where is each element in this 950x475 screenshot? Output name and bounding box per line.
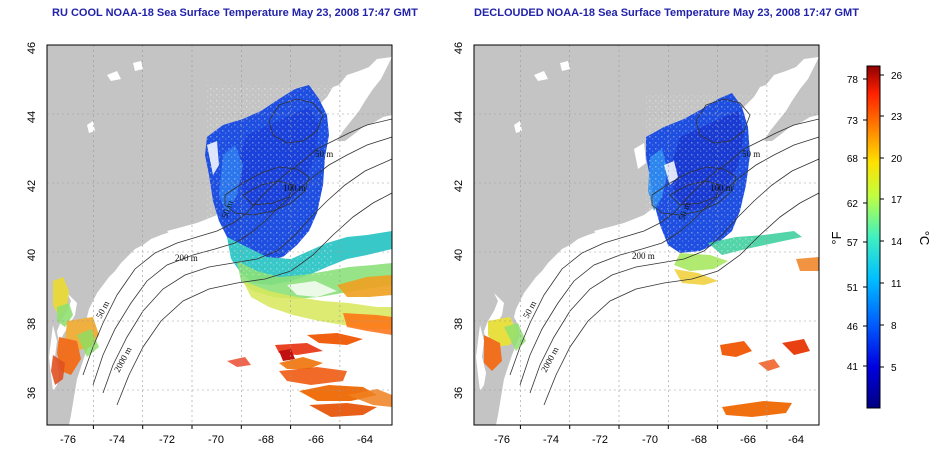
left-y-axis: 46 44 42 40 38 36 [26,42,38,399]
contour-label-200m: 200 m [175,253,198,263]
right-sst-field [484,93,819,417]
celsius-tick-label: 14 [891,237,903,248]
contour-label-100m: 100 m [283,183,306,193]
celsius-tick-label: 11 [891,279,902,290]
fahrenheit-tick-label: 78 [847,75,859,86]
y-tick-label: 44 [26,111,38,123]
y-tick-label: 38 [26,318,38,330]
x-tick-label: -64 [357,434,373,446]
x-tick-label: -72 [159,434,175,446]
right-x-axis: -76 -74 -72 -70 -68 -66 -64 [494,425,804,446]
celsius-tick-label: 17 [891,195,903,206]
celsius-tick-label: 26 [891,71,903,82]
y-tick-label: 44 [453,111,465,123]
y-tick-label: 40 [26,249,38,261]
x-tick-label: -74 [543,434,559,446]
right-map: 50 m 100 m 200 m 50 m 2000 m 50 m [473,44,820,426]
x-tick-label: -76 [494,434,510,446]
y-tick-label: 38 [453,318,465,330]
contour-label-200m: 200 m [632,251,655,261]
colorbar: 78 73 68 62 57 51 46 41 26 23 20 17 14 1… [829,65,932,409]
x-tick-label: -72 [592,434,608,446]
y-tick-label: 36 [26,387,38,399]
fahrenheit-tick-label: 62 [847,199,859,210]
y-tick-label: 42 [453,180,465,192]
x-tick-label: -66 [740,434,756,446]
fahrenheit-tick-label: 46 [847,322,859,333]
fahrenheit-tick-label: 51 [847,283,859,294]
x-tick-label: -70 [642,434,658,446]
right-y-axis: 46 44 42 40 38 36 [453,42,465,399]
contour-label-50m-ne: 50 m [742,149,760,159]
fahrenheit-tick-label: 57 [847,238,859,249]
fahrenheit-unit-label: °F [829,231,844,244]
colorbar-gradient [866,65,881,409]
celsius-tick-label: 5 [891,363,897,374]
x-tick-label: -66 [308,434,324,446]
x-tick-label: -68 [691,434,707,446]
celsius-tick-label: 8 [891,321,897,332]
x-tick-label: -64 [788,434,804,446]
celsius-tick-label: 23 [891,112,903,123]
fahrenheit-tick-label: 73 [847,116,859,127]
x-tick-label: -76 [60,434,76,446]
fahrenheit-tick-label: 68 [847,154,859,165]
fahrenheit-tick-label: 41 [847,362,859,373]
celsius-unit-label: °C [917,231,932,246]
y-tick-label: 46 [26,42,38,54]
left-map-title: RU COOL NOAA-18 Sea Surface Temperature … [52,7,418,19]
right-map-title: DECLOUDED NOAA-18 Sea Surface Temperatur… [474,7,859,19]
contour-label-50m-ne: 50 m [315,149,333,159]
y-tick-label: 36 [453,387,465,399]
y-tick-label: 46 [453,42,465,54]
x-tick-label: -70 [208,434,224,446]
y-tick-label: 40 [453,249,465,261]
y-tick-label: 42 [26,180,38,192]
celsius-tick-label: 20 [891,154,903,165]
x-tick-label: -68 [258,434,274,446]
left-x-axis: -76 -74 -72 -70 -68 -66 -64 [60,425,373,446]
x-tick-label: -74 [109,434,125,446]
left-map: 50 m 100 m 200 m 50 m 2000 m 50 m [46,44,393,426]
contour-label-100m: 100 m [710,183,733,193]
